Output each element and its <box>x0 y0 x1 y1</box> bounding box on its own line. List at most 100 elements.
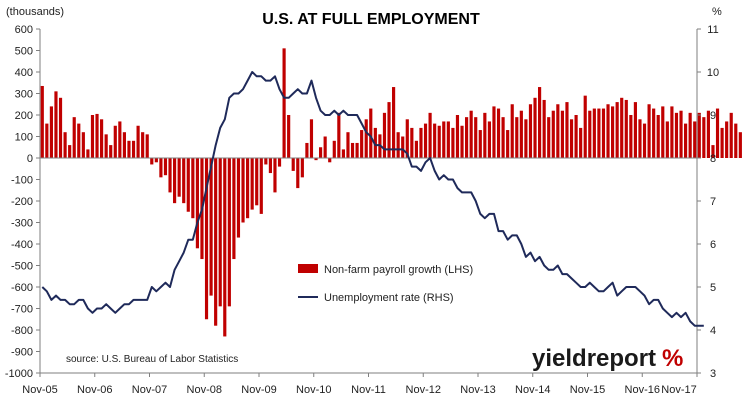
payroll-bar <box>720 127 724 158</box>
payroll-bar <box>195 158 199 249</box>
payroll-bar <box>392 87 396 158</box>
left-tick-label: -900 <box>11 347 33 359</box>
payroll-bar <box>419 127 423 158</box>
payroll-bar <box>182 158 186 204</box>
payroll-bar <box>652 108 656 158</box>
payroll-bar <box>264 158 268 165</box>
left-tick-label: 600 <box>15 24 33 36</box>
x-tick-label: Nov-09 <box>241 384 276 396</box>
left-tick-label: -300 <box>11 218 33 230</box>
payroll-bar <box>382 112 387 158</box>
right-tick-label: 5 <box>710 282 716 294</box>
payroll-bar <box>369 108 373 158</box>
payroll-bar <box>560 110 564 158</box>
left-tick-label: 500 <box>15 46 33 58</box>
payroll-bar <box>177 158 181 197</box>
payroll-bar <box>697 112 701 158</box>
payroll-bar <box>451 127 455 158</box>
payroll-bar <box>629 115 633 158</box>
left-tick-label: 400 <box>15 67 33 79</box>
payroll-bar <box>72 117 76 158</box>
x-tick-label: Nov-13 <box>460 384 495 396</box>
payroll-bar <box>487 121 491 158</box>
legend-bar-swatch <box>298 264 318 273</box>
payroll-bar <box>90 115 95 158</box>
payroll-bar <box>346 132 350 158</box>
payroll-bar <box>414 140 418 158</box>
legend-line-label: Unemployment rate (RHS) <box>324 292 454 304</box>
x-tick-label: Nov-11 <box>351 384 386 396</box>
payroll-bar <box>277 158 282 167</box>
left-tick-label: -800 <box>11 325 33 337</box>
payroll-bar <box>433 123 437 158</box>
payroll-bar <box>360 130 364 158</box>
x-tick-label: Nov-17 <box>661 384 696 396</box>
payroll-bar <box>688 112 692 158</box>
payroll-bar <box>725 121 729 158</box>
x-tick-label: Nov-16 <box>625 384 660 396</box>
payroll-bar <box>232 158 236 260</box>
payroll-bar <box>455 115 460 158</box>
payroll-bar <box>606 104 610 158</box>
payroll-bar <box>542 99 546 158</box>
payroll-bar <box>642 123 647 158</box>
payroll-bar <box>131 140 136 158</box>
payroll-bar <box>679 110 683 158</box>
payroll-bar <box>715 108 720 158</box>
payroll-bar <box>410 127 414 158</box>
payroll-bar <box>122 132 126 158</box>
payroll-bar <box>624 99 628 158</box>
payroll-bar <box>204 158 209 320</box>
left-tick-label: 300 <box>15 89 33 101</box>
payroll-bar <box>496 108 501 158</box>
payroll-bar <box>323 136 327 158</box>
payroll-bar <box>661 106 665 158</box>
payroll-bar <box>396 132 400 158</box>
payroll-bar <box>282 48 286 158</box>
bar-series <box>40 48 742 337</box>
payroll-bar <box>592 108 596 158</box>
payroll-bar <box>255 158 259 206</box>
payroll-bar <box>191 158 195 219</box>
payroll-bar <box>341 149 345 158</box>
source-note: source: U.S. Bureau of Labor Statistics <box>66 354 238 365</box>
x-tick-label: Nov-08 <box>187 384 222 396</box>
right-tick-label: 11 <box>707 24 718 36</box>
payroll-bar <box>300 158 304 178</box>
payroll-bar <box>150 158 154 165</box>
payroll-bar <box>332 140 336 158</box>
payroll-bar <box>127 140 131 158</box>
payroll-bar <box>611 106 615 158</box>
right-tick-label: 7 <box>710 196 716 208</box>
payroll-bar <box>478 130 482 158</box>
payroll-bar <box>291 158 295 171</box>
left-tick-label: -700 <box>11 304 33 316</box>
payroll-bar <box>305 142 309 158</box>
payroll-bar <box>273 158 277 193</box>
x-tick-label: Nov-14 <box>515 384 550 396</box>
payroll-bar <box>665 121 669 158</box>
payroll-bar <box>597 108 601 158</box>
payroll-bar <box>109 145 113 158</box>
payroll-bar <box>104 134 108 158</box>
payroll-bar <box>501 117 505 158</box>
payroll-bar <box>515 117 519 158</box>
payroll-bar <box>159 158 163 178</box>
payroll-bar <box>145 134 149 158</box>
right-axis-ticks: 11 10 9 8 7 6 5 4 3 <box>697 24 719 380</box>
payroll-bar <box>223 158 227 337</box>
right-tick-label: 8 <box>710 153 716 165</box>
payroll-bar <box>469 110 473 158</box>
left-tick-label: -1000 <box>5 368 33 380</box>
x-tick-label: Nov-15 <box>570 384 605 396</box>
payroll-bar <box>214 158 218 326</box>
payroll-bar <box>460 125 464 158</box>
left-tick-label: -100 <box>11 175 33 187</box>
payroll-bar <box>615 102 619 158</box>
payroll-bar <box>528 104 533 158</box>
payroll-bar <box>579 127 583 158</box>
payroll-bar <box>506 130 510 158</box>
brand-logo: yieldreport % <box>532 345 683 372</box>
payroll-bar <box>136 125 140 158</box>
